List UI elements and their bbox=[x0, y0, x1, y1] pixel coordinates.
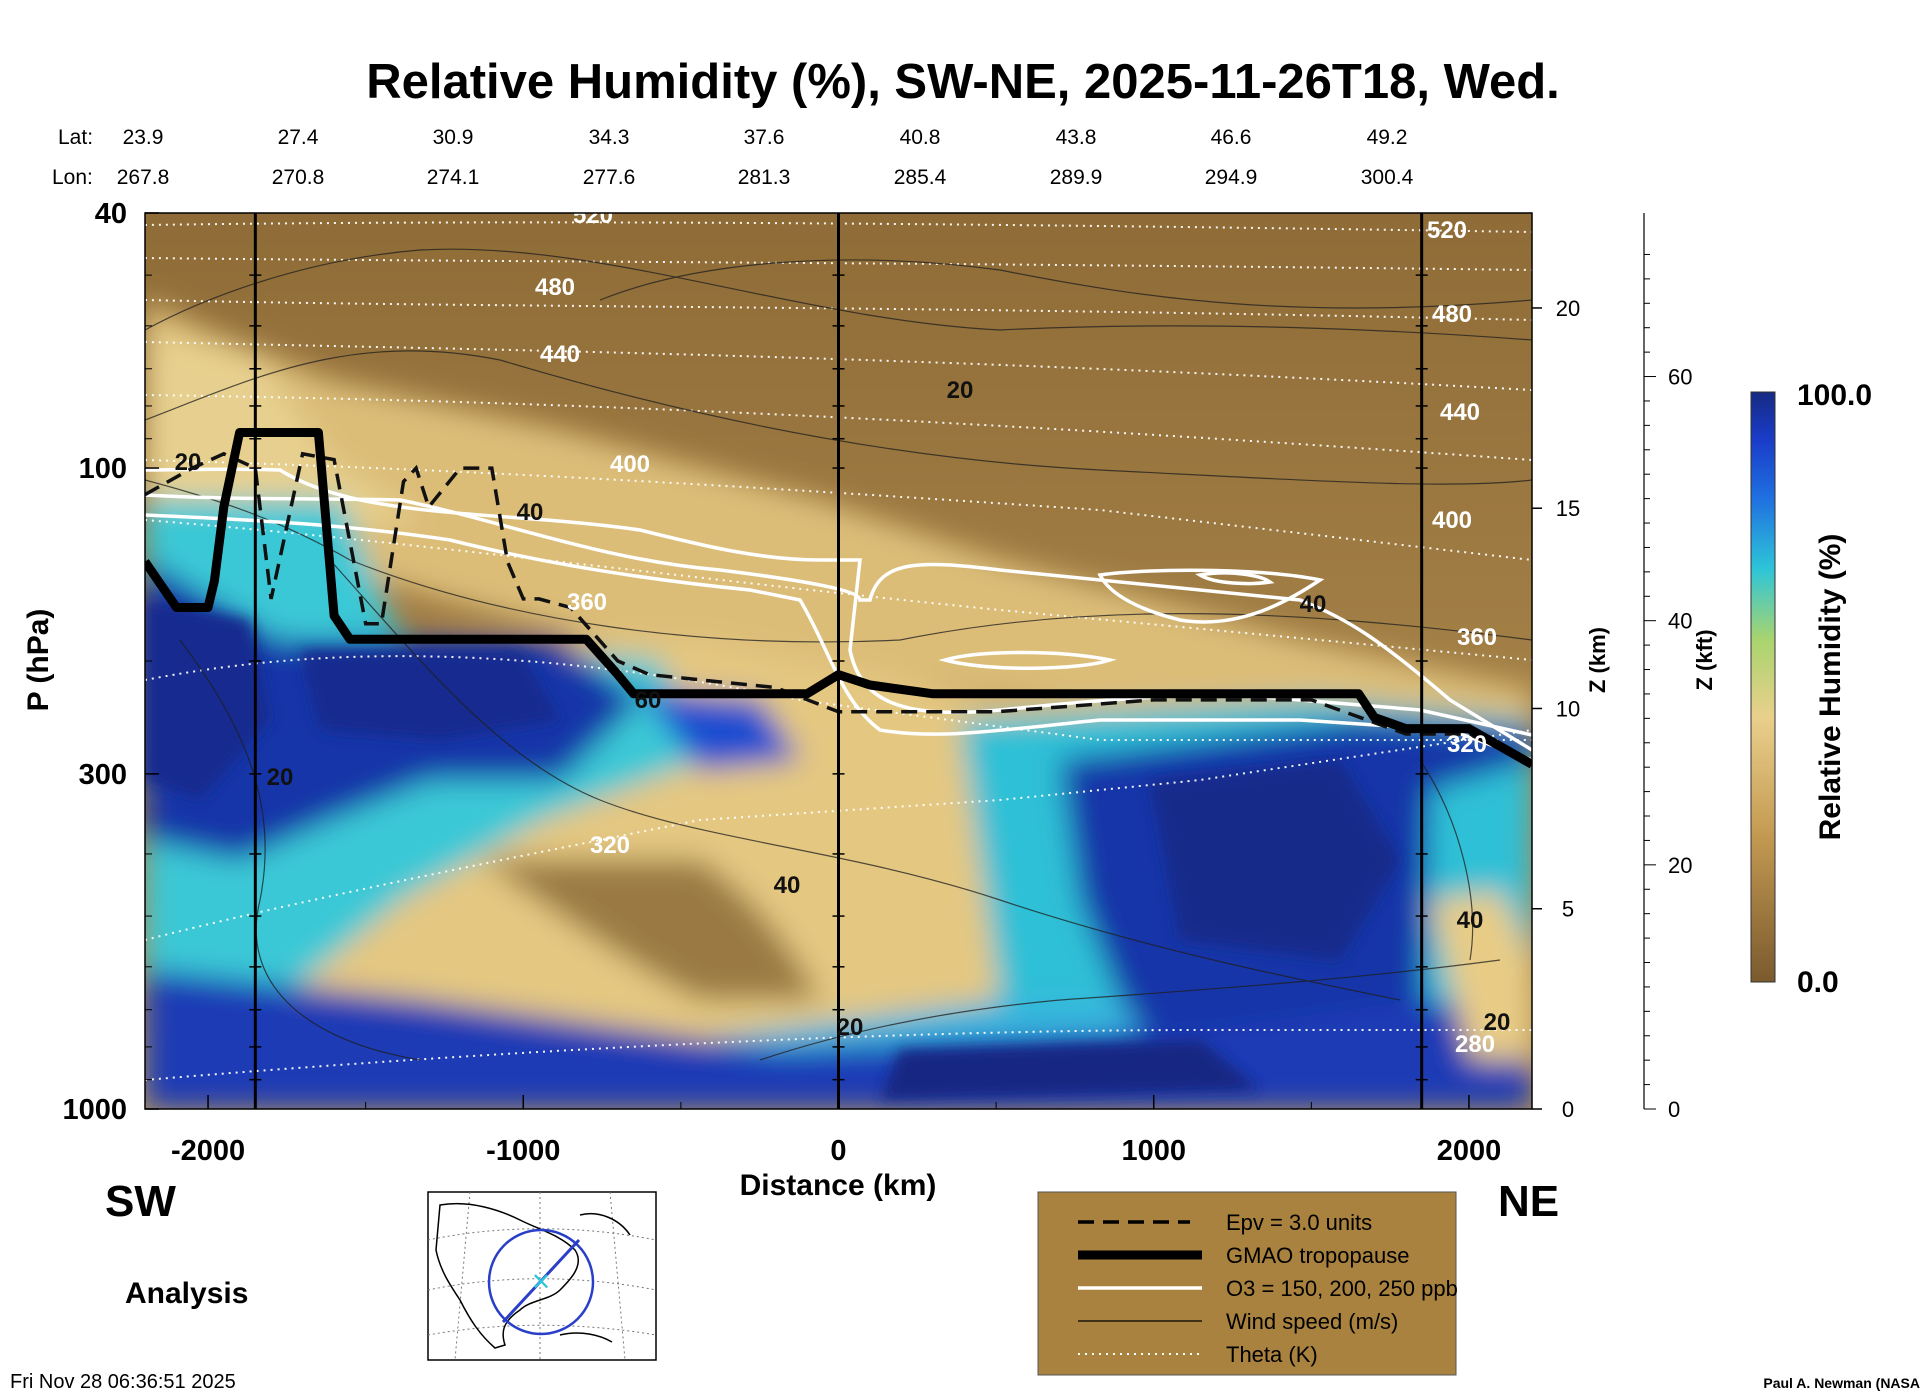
colorbar-max-label: 100.0 bbox=[1797, 379, 1872, 412]
z-km-tick-label: 10 bbox=[1556, 696, 1580, 721]
svg-text:480: 480 bbox=[1432, 301, 1472, 328]
svg-text:400: 400 bbox=[1432, 507, 1472, 534]
z-km-label: Z (km) bbox=[1585, 627, 1610, 693]
epv-line bbox=[145, 451, 1532, 766]
z-km-tick-label: 20 bbox=[1556, 296, 1580, 321]
x-tick-label: 2000 bbox=[1437, 1135, 1502, 1167]
y-tick-label: 100 bbox=[79, 453, 127, 485]
z-km-tick-label: 5 bbox=[1562, 897, 1574, 922]
svg-text:320: 320 bbox=[590, 832, 630, 859]
lat-value: 34.3 bbox=[589, 126, 630, 149]
product-label: Analysis bbox=[125, 1277, 248, 1310]
legend-theta: Theta (K) bbox=[1226, 1342, 1318, 1367]
colorbar bbox=[1750, 391, 1776, 983]
svg-text:40: 40 bbox=[774, 872, 801, 899]
x-tick-label: 0 bbox=[830, 1135, 846, 1167]
endpoint-sw: SW bbox=[105, 1177, 176, 1226]
lon-label: Lon: bbox=[52, 166, 93, 189]
contour-overlays bbox=[145, 221, 1532, 1081]
y-tick-label: 1000 bbox=[62, 1094, 127, 1126]
svg-text:20: 20 bbox=[175, 449, 202, 476]
y-tick-label: 300 bbox=[79, 759, 127, 791]
lon-value: 270.8 bbox=[272, 166, 325, 189]
inset-map: ✕ bbox=[427, 1191, 657, 1361]
svg-text:520: 520 bbox=[573, 202, 613, 229]
legend: Epv = 3.0 units GMAO tropopause O3 = 150… bbox=[1037, 1191, 1458, 1376]
x-tick-label: -2000 bbox=[171, 1135, 245, 1167]
lon-values: 267.8 270.8 274.1 277.6 281.3 285.4 289.9 294.9… bbox=[117, 166, 1414, 189]
svg-text:40: 40 bbox=[517, 499, 544, 526]
z-kft-tick-label: 60 bbox=[1668, 365, 1692, 390]
svg-text:40: 40 bbox=[1300, 591, 1327, 618]
svg-text:440: 440 bbox=[540, 341, 580, 368]
lon-value: 300.4 bbox=[1361, 166, 1414, 189]
x-tick-label: -1000 bbox=[486, 1135, 560, 1167]
svg-text:360: 360 bbox=[567, 589, 607, 616]
svg-text:20: 20 bbox=[267, 764, 294, 791]
svg-text:20: 20 bbox=[947, 377, 974, 404]
lat-label: Lat: bbox=[58, 126, 93, 149]
reference-lines bbox=[249, 213, 1428, 1109]
y-tick-label: 40 bbox=[95, 198, 127, 230]
x-axis-label: Distance (km) bbox=[740, 1169, 937, 1202]
lon-value: 294.9 bbox=[1205, 166, 1258, 189]
y-axis: 40 100 300 1000 bbox=[62, 198, 159, 1126]
x-tick-label: 1000 bbox=[1121, 1135, 1186, 1167]
svg-text:520: 520 bbox=[1427, 217, 1467, 244]
contour-labels: 520 520 480 480 440 440 400 400 360 360 … bbox=[175, 202, 1511, 1058]
lon-value: 285.4 bbox=[894, 166, 947, 189]
svg-text:320: 320 bbox=[1447, 731, 1487, 758]
lon-value: 267.8 bbox=[117, 166, 170, 189]
z-kft-axis: 0 20 40 60 bbox=[1643, 213, 1692, 1122]
lon-value: 277.6 bbox=[583, 166, 636, 189]
lon-value: 281.3 bbox=[738, 166, 791, 189]
y-axis-label: P (hPa) bbox=[22, 609, 55, 712]
lat-value: 49.2 bbox=[1367, 126, 1408, 149]
svg-text:✕: ✕ bbox=[531, 1269, 551, 1296]
legend-wind: Wind speed (m/s) bbox=[1226, 1309, 1398, 1334]
lat-values: 23.9 27.4 30.9 34.3 37.6 40.8 43.8 46.6 49.2 bbox=[123, 126, 1408, 149]
svg-text:480: 480 bbox=[535, 274, 575, 301]
endpoint-ne: NE bbox=[1498, 1177, 1559, 1226]
lat-value: 27.4 bbox=[278, 126, 319, 149]
credit: Paul A. Newman (NASA bbox=[1763, 1375, 1920, 1391]
lat-value: 37.6 bbox=[744, 126, 785, 149]
svg-text:40: 40 bbox=[1457, 907, 1484, 934]
lat-value: 30.9 bbox=[433, 126, 474, 149]
z-kft-label: Z (kft) bbox=[1692, 629, 1717, 690]
svg-text:60: 60 bbox=[635, 687, 662, 714]
timestamp: Fri Nov 28 06:36:51 2025 bbox=[10, 1371, 236, 1393]
colorbar-title: Relative Humidity (%) bbox=[1814, 534, 1847, 841]
legend-ozone: O3 = 150, 200, 250 ppb bbox=[1226, 1276, 1458, 1301]
z-km-tick-label: 15 bbox=[1556, 496, 1580, 521]
legend-tropopause: GMAO tropopause bbox=[1226, 1243, 1409, 1268]
svg-text:280: 280 bbox=[1455, 1031, 1495, 1058]
legend-epv: Epv = 3.0 units bbox=[1226, 1210, 1372, 1235]
z-kft-tick-label: 20 bbox=[1668, 853, 1692, 878]
colorbar-min-label: 0.0 bbox=[1797, 966, 1839, 999]
z-kft-tick-label: 40 bbox=[1668, 609, 1692, 634]
lat-value: 23.9 bbox=[123, 126, 164, 149]
x-axis: -2000 -1000 0 1000 2000 bbox=[171, 1095, 1501, 1167]
svg-text:440: 440 bbox=[1440, 399, 1480, 426]
lat-value: 43.8 bbox=[1056, 126, 1097, 149]
svg-text:20: 20 bbox=[1484, 1009, 1511, 1036]
lat-value: 40.8 bbox=[900, 126, 941, 149]
lat-value: 46.6 bbox=[1211, 126, 1252, 149]
svg-text:360: 360 bbox=[1457, 624, 1497, 651]
z-km-axis: 0 5 10 15 20 bbox=[1532, 296, 1580, 1122]
z-kft-tick-label: 0 bbox=[1668, 1097, 1680, 1122]
lon-value: 274.1 bbox=[427, 166, 480, 189]
tropopause-line bbox=[145, 428, 1532, 769]
z-km-tick-label: 0 bbox=[1562, 1097, 1574, 1122]
svg-text:20: 20 bbox=[837, 1014, 864, 1041]
lon-value: 289.9 bbox=[1050, 166, 1103, 189]
svg-text:400: 400 bbox=[610, 451, 650, 478]
chart-title: Relative Humidity (%), SW-NE, 2025-11-26… bbox=[366, 55, 1560, 109]
